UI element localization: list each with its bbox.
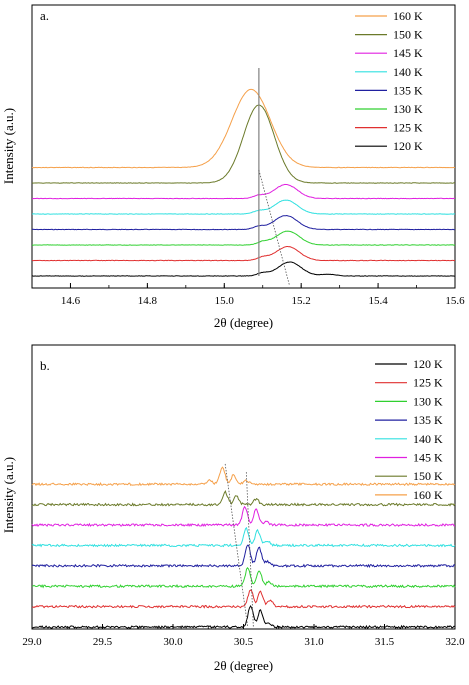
legend-label: 130 K (393, 102, 423, 116)
reference-line-dotted (224, 463, 249, 628)
x-tick-label: 29.0 (22, 636, 42, 648)
x-tick-label: 15.6 (445, 295, 465, 307)
series-line-130K (31, 566, 456, 589)
legend-label: 120 K (393, 139, 423, 153)
legend-label: 150 K (413, 469, 443, 483)
series-line-125K (31, 589, 456, 609)
legend-label: 160 K (393, 9, 423, 23)
series-line-145K (31, 183, 455, 200)
y-axis-label: Intensity (a.u.) (1, 108, 16, 184)
x-tick-label: 31.5 (375, 636, 395, 648)
series-line-150K (31, 104, 456, 184)
x-tick-label: 15.0 (215, 295, 235, 307)
x-tick-label: 30.0 (163, 636, 183, 648)
series-line-140K (31, 199, 456, 215)
x-tick-label: 15.2 (292, 295, 311, 307)
series-line-160K (31, 466, 456, 487)
panel-label: a. (40, 8, 49, 23)
x-tick-label: 30.5 (234, 636, 254, 648)
series-line-120K (31, 261, 455, 277)
series-line-150K (31, 490, 456, 507)
legend-label: 145 K (413, 451, 443, 465)
series-line-135K (31, 544, 456, 569)
x-tick-label: 29.5 (93, 636, 113, 648)
x-tick-label: 14.6 (61, 295, 81, 307)
panel-b: b. Intensity (a.u.) 29.0 29.5 30.0 30.5 31.0 31… (1, 344, 465, 673)
series-line-125K (31, 246, 456, 262)
legend-label: 140 K (393, 65, 423, 79)
x-tick-label: 32.0 (445, 636, 465, 648)
x-tick-label: 15.4 (368, 295, 388, 307)
series-line-135K (31, 214, 456, 231)
legend-label: 135 K (413, 413, 443, 427)
legend-label: 145 K (393, 46, 423, 60)
x-tick-label: 14.8 (138, 295, 158, 307)
legend-label: 120 K (413, 357, 443, 371)
legend-label: 135 K (393, 83, 423, 97)
series-line-160K (31, 88, 456, 169)
series-line-145K (31, 505, 455, 527)
panel-label: b. (40, 358, 50, 373)
legend-label: 125 K (393, 121, 423, 135)
x-tick-label: 31.0 (304, 636, 324, 648)
series-line-140K (31, 526, 456, 548)
legend-label: 160 K (413, 488, 443, 502)
series-line-120K (31, 604, 456, 629)
plot-frame (31, 4, 456, 289)
series-line-130K (31, 230, 456, 246)
x-axis-label: 2θ (degree) (214, 315, 273, 330)
reference-line-dotted (245, 472, 254, 628)
x-axis-label: 2θ (degree) (214, 658, 273, 673)
plot-frame (31, 344, 456, 630)
legend-label: 130 K (413, 394, 443, 408)
legend-label: 140 K (413, 432, 443, 446)
legend-label: 125 K (413, 376, 443, 390)
reference-line-dotted (258, 169, 291, 287)
y-axis-label: Intensity (a.u.) (1, 457, 16, 533)
legend-label: 150 K (393, 28, 423, 42)
panel-a: a. Intensity (a.u.) 14.6 14.8 15.0 15.2 15.4 15… (1, 4, 465, 330)
